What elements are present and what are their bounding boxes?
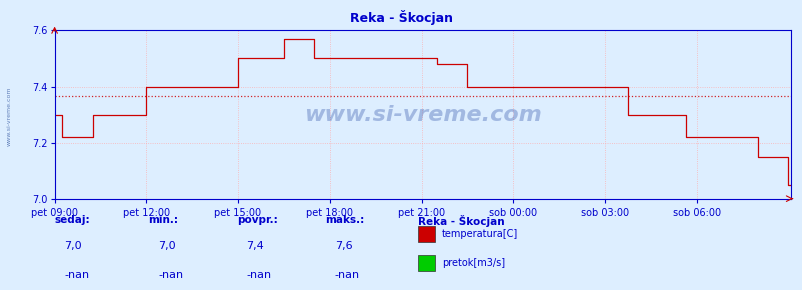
Text: www.si-vreme.com: www.si-vreme.com (7, 86, 12, 146)
Text: 7,4: 7,4 (246, 241, 264, 251)
Text: maks.:: maks.: (325, 215, 364, 224)
Text: -nan: -nan (246, 270, 271, 280)
Text: -nan: -nan (334, 270, 359, 280)
Text: pretok[m3/s]: pretok[m3/s] (441, 258, 504, 268)
Text: povpr.:: povpr.: (237, 215, 277, 224)
Text: www.si-vreme.com: www.si-vreme.com (303, 105, 541, 124)
Text: 7,0: 7,0 (64, 241, 82, 251)
Text: sedaj:: sedaj: (55, 215, 90, 224)
Text: 7,0: 7,0 (158, 241, 176, 251)
Text: -nan: -nan (158, 270, 183, 280)
Text: min.:: min.: (148, 215, 178, 224)
Text: Reka - Škocjan: Reka - Škocjan (417, 215, 504, 226)
Text: temperatura[C]: temperatura[C] (441, 229, 517, 239)
Text: Reka - Škocjan: Reka - Škocjan (350, 10, 452, 25)
Text: 7,6: 7,6 (334, 241, 352, 251)
Text: -nan: -nan (64, 270, 89, 280)
